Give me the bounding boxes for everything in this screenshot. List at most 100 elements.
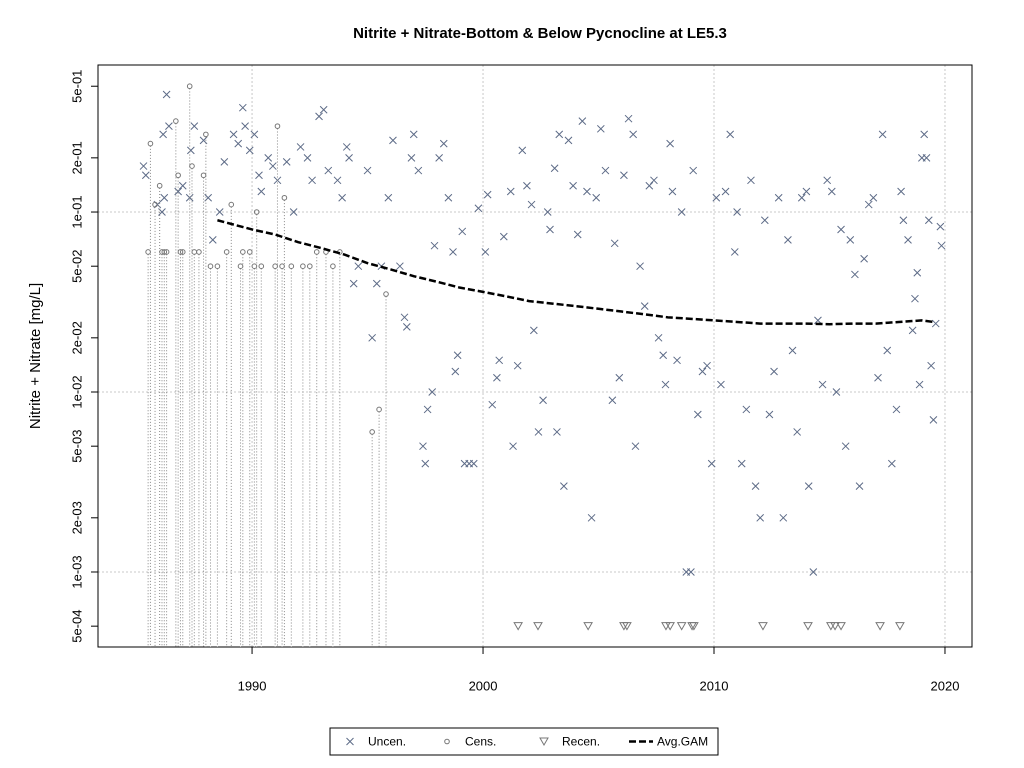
point-censored	[152, 201, 158, 208]
point-censored	[313, 249, 320, 255]
point-uncensored	[488, 400, 497, 409]
point-uncensored	[661, 380, 670, 389]
point-uncensored	[257, 187, 266, 196]
point-uncensored	[931, 319, 940, 328]
point-uncensored	[308, 176, 316, 185]
point-uncensored	[596, 124, 605, 133]
point-uncensored	[396, 262, 404, 271]
point-uncensored	[650, 176, 658, 185]
gam-line	[217, 219, 934, 326]
point-uncensored	[913, 268, 922, 277]
chart-title: Nitrite + Nitrate-Bottom & Below Pycnocl…	[353, 25, 727, 42]
point-uncensored	[897, 187, 905, 196]
point-recensored	[622, 622, 632, 631]
point-censored	[281, 194, 288, 201]
point-uncensored	[892, 405, 901, 414]
point-uncensored	[569, 181, 577, 190]
point-uncensored	[474, 204, 483, 213]
point-recensored	[830, 622, 840, 631]
point-uncensored	[409, 130, 418, 139]
x-tick-label: 1990	[238, 678, 267, 693]
point-uncensored	[513, 361, 522, 370]
point-uncensored	[751, 482, 760, 490]
point-recensored	[689, 622, 699, 631]
point-uncensored	[439, 139, 448, 148]
point-censored	[175, 172, 181, 179]
point-uncensored	[788, 346, 797, 355]
point-uncensored	[451, 367, 460, 376]
point-uncensored	[742, 405, 751, 414]
point-recensored	[665, 622, 675, 631]
point-uncensored	[349, 279, 358, 288]
legend-box	[329, 727, 719, 756]
point-uncensored	[250, 130, 259, 139]
legend-symbol	[346, 737, 354, 746]
point-uncensored	[784, 236, 792, 244]
point-uncensored	[636, 262, 644, 271]
point-uncensored	[703, 361, 711, 370]
point-uncensored	[534, 428, 543, 436]
point-uncensored	[659, 351, 668, 360]
point-uncensored	[458, 227, 467, 236]
point-uncensored	[927, 361, 935, 370]
point-uncensored	[208, 236, 217, 244]
point-uncensored	[587, 513, 596, 522]
point-uncensored	[920, 130, 929, 139]
point-uncensored	[241, 122, 249, 131]
point-uncensored	[922, 153, 931, 162]
y-tick-label: 5e-02	[69, 250, 84, 283]
point-uncensored	[818, 380, 827, 389]
point-recensored	[875, 622, 885, 631]
point-uncensored	[435, 153, 443, 162]
point-uncensored	[159, 130, 167, 139]
point-uncensored	[583, 187, 591, 196]
point-uncensored	[338, 193, 346, 202]
point-uncensored	[400, 313, 409, 322]
point-uncensored	[841, 442, 850, 451]
y-tick-label: 5e-03	[69, 430, 84, 463]
point-uncensored	[747, 176, 755, 185]
point-uncensored	[543, 208, 552, 216]
point-censored	[177, 249, 184, 255]
point-censored	[203, 131, 209, 138]
point-uncensored	[560, 482, 568, 490]
point-uncensored	[887, 459, 896, 468]
point-uncensored	[190, 122, 199, 131]
point-uncensored	[402, 323, 411, 331]
point-uncensored	[363, 166, 372, 175]
point-recensored	[758, 622, 768, 631]
point-uncensored	[929, 416, 938, 424]
point-recensored	[661, 622, 671, 631]
point-recensored	[583, 622, 593, 631]
point-censored	[156, 182, 163, 189]
point-uncensored	[303, 153, 312, 162]
point-uncensored	[615, 373, 624, 382]
point-censored	[228, 201, 235, 208]
point-uncensored	[855, 482, 864, 490]
y-tick-label: 2e-02	[69, 321, 84, 354]
point-uncensored	[693, 410, 702, 419]
point-uncensored	[707, 459, 716, 468]
point-uncensored	[832, 388, 841, 396]
point-uncensored	[610, 239, 619, 248]
point-uncensored	[449, 248, 457, 256]
legend-symbol	[444, 738, 450, 745]
point-censored	[196, 249, 202, 255]
point-uncensored	[924, 216, 933, 225]
point-censored	[251, 263, 258, 270]
point-uncensored	[315, 112, 323, 121]
point-censored	[223, 249, 230, 255]
point-uncensored	[220, 158, 229, 166]
point-censored	[173, 118, 179, 124]
point-uncensored	[550, 164, 559, 173]
point-censored	[369, 429, 375, 435]
point-uncensored	[174, 187, 183, 196]
point-uncensored	[419, 442, 427, 451]
point-censored	[237, 263, 244, 270]
point-censored	[258, 263, 265, 270]
point-uncensored	[345, 153, 353, 162]
point-uncensored	[453, 351, 462, 360]
point-uncensored	[654, 333, 663, 342]
point-uncensored	[186, 146, 195, 155]
point-uncensored	[677, 208, 686, 216]
